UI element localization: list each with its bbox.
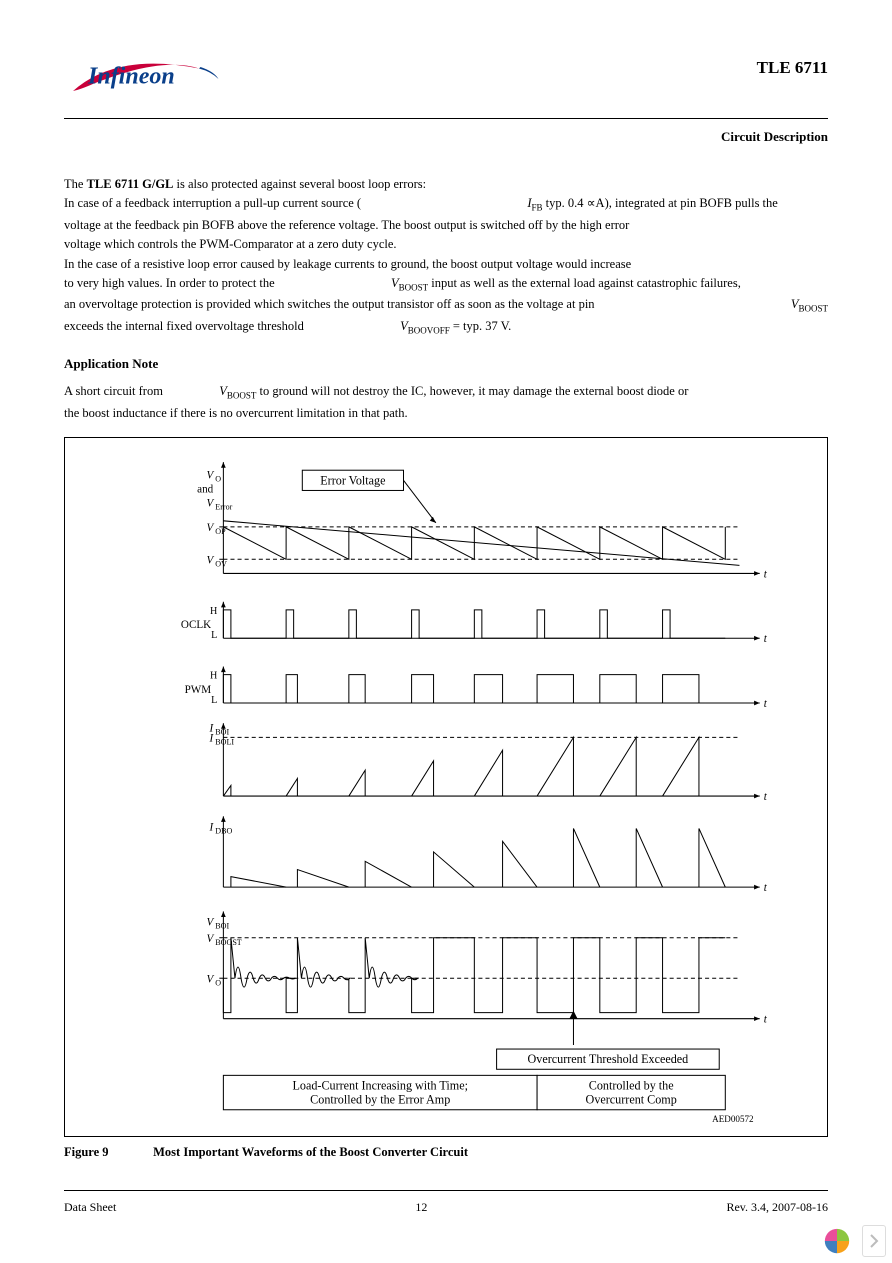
symbol-vboost: V [391,276,399,290]
chevron-right-icon [869,1234,879,1248]
text: = typ. 37 V. [453,319,511,333]
symbol-vboost-sub: BOOST [399,282,429,292]
waveform-diagram: VOandVErrorVOPVOVtError VoltageOCLKHLtPW… [75,452,817,1130]
svg-text:OP: OP [215,527,226,536]
svg-text:BOI: BOI [215,727,229,736]
application-note-body: A short circuit from VBOOST to ground wi… [64,382,828,423]
text: is also protected against several boost … [173,177,426,191]
symbol-vboost2-sub: BOOST [798,304,828,314]
svg-text:t: t [764,882,768,894]
symbol-vboost3-sub: BOOST [227,391,257,401]
svg-text:BOOST: BOOST [215,938,242,947]
svg-text:OV: OV [215,559,227,568]
text: input as well as the external load again… [431,276,741,290]
svg-text:Overcurrent Threshold Exceeded: Overcurrent Threshold Exceeded [528,1052,689,1066]
body-paragraph-block: The TLE 6711 G/GL is also protected agai… [64,175,828,338]
text: In case of a feedback interruption a pul… [64,196,361,210]
svg-text:I: I [209,732,215,744]
symbol-ifb-sub: FB [532,203,543,213]
page-footer: Data Sheet 12 Rev. 3.4, 2007-08-16 [64,1200,828,1215]
text: In the case of a resistive loop error ca… [64,255,828,274]
svg-text:Controlled by the: Controlled by the [589,1079,674,1093]
svg-text:Controlled by the Error Amp: Controlled by the Error Amp [310,1093,450,1107]
viewer-logo-icon [822,1226,852,1256]
svg-text:Error: Error [215,503,232,512]
text-bold: TLE 6711 G/GL [87,177,174,191]
svg-text:I: I [209,822,215,834]
footer-page: 12 [415,1200,427,1215]
svg-text:Load-Current Increasing with T: Load-Current Increasing with Time; [292,1079,467,1093]
svg-text:V: V [206,469,214,481]
text: typ. 0.4 ∝A), integrated at pin BOFB pul… [546,196,778,210]
svg-text:t: t [764,633,768,645]
figure-caption: Figure 9 Most Important Waveforms of the… [64,1145,828,1160]
svg-text:BOLI: BOLI [215,738,234,747]
svg-text:t: t [764,569,768,581]
svg-text:Overcurrent Comp: Overcurrent Comp [586,1093,677,1107]
header-rule [64,118,828,119]
svg-text:O: O [215,474,221,483]
brand-text: Infineon [87,64,175,90]
footer-left: Data Sheet [64,1200,116,1215]
text: to ground will not destroy the IC, howev… [259,384,688,398]
text: The [64,177,87,191]
symbol-vboovoff: V [400,319,408,333]
text: the boost inductance if there is no over… [64,404,828,423]
text: voltage which controls the PWM-Comparato… [64,235,828,254]
svg-text:BOI: BOI [215,922,229,931]
svg-text:PWM: PWM [185,684,212,696]
svg-text:O: O [215,978,221,987]
svg-text:H: H [210,606,217,617]
svg-text:AED00572: AED00572 [712,1114,754,1124]
figure-label: Figure 9 [64,1145,150,1160]
svg-text:V: V [206,933,214,945]
svg-text:t: t [764,791,768,803]
svg-text:DBO: DBO [215,827,232,836]
svg-text:V: V [206,554,214,566]
part-number: TLE 6711 [757,58,828,78]
svg-text:L: L [211,695,217,706]
svg-text:and: and [197,484,214,496]
symbol-vboovoff-sub: BOOVOFF [408,325,450,335]
footer-right: Rev. 3.4, 2007-08-16 [726,1200,828,1215]
svg-text:V: V [206,498,214,510]
svg-text:H: H [210,671,217,682]
text: to very high values. In order to protect… [64,276,278,290]
svg-text:L: L [211,630,217,641]
text: exceeds the internal fixed overvoltage t… [64,319,307,333]
text: voltage at the feedback pin BOFB above t… [64,216,828,235]
next-page-button[interactable] [862,1225,886,1257]
svg-text:OCLK: OCLK [181,619,211,631]
section-heading: Circuit Description [64,129,828,145]
svg-text:t: t [764,1014,768,1026]
svg-text:V: V [206,917,214,929]
text: an overvoltage protection is provided wh… [64,295,595,316]
figure-frame: VOandVErrorVOPVOVtError VoltageOCLKHLtPW… [64,437,828,1137]
text: A short circuit from [64,384,166,398]
svg-text:V: V [206,973,214,985]
svg-text:Error Voltage: Error Voltage [320,473,385,487]
application-note-heading: Application Note [64,356,828,372]
brand-logo: Infineon [64,40,244,112]
svg-text:V: V [206,522,214,534]
svg-text:t: t [764,698,768,710]
symbol-vboost3: V [219,384,227,398]
figure-caption-text: Most Important Waveforms of the Boost Co… [153,1145,468,1159]
